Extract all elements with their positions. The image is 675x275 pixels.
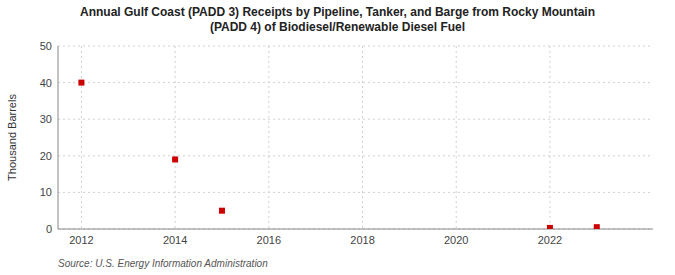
x-tick-label: 2014 <box>163 234 187 246</box>
y-tick-label: 40 <box>40 77 52 89</box>
x-tick-label: 2020 <box>444 234 468 246</box>
point <box>78 80 84 86</box>
y-tick-label: 30 <box>40 113 52 125</box>
y-grid-line <box>58 229 653 230</box>
x-tick-label: 2016 <box>257 234 281 246</box>
chart-svg: Annual Gulf Coast (PADD 3) Receipts by P… <box>0 0 675 275</box>
x-axis-line <box>58 229 653 230</box>
points <box>78 80 599 229</box>
grid <box>58 46 653 229</box>
title-line: (PADD 4) of Biodiesel/Renewable Diesel F… <box>210 20 465 34</box>
y-tick-label: 20 <box>40 150 52 162</box>
y-grid-line <box>58 155 653 156</box>
x-grid-line <box>362 46 363 229</box>
point <box>547 225 553 229</box>
x-grid-line <box>175 46 176 229</box>
point <box>594 224 600 229</box>
point <box>219 208 225 214</box>
source: Source: U.S. Energy Information Administ… <box>58 258 268 269</box>
y-grid-line <box>58 119 653 120</box>
y-axis-label: Thousand Barrels <box>6 94 18 181</box>
y-grid-line <box>58 192 653 193</box>
chart-container: Annual Gulf Coast (PADD 3) Receipts by P… <box>0 0 675 275</box>
y-axis-line <box>58 46 59 229</box>
y-tick-label: 50 <box>40 40 52 52</box>
y-grid-line <box>58 46 653 47</box>
y-tick-label: 10 <box>40 186 52 198</box>
y-grid-line <box>58 82 653 83</box>
y-tick-label: 0 <box>46 223 52 235</box>
x-grid-line <box>268 46 269 229</box>
x-tick-label: 2022 <box>538 234 562 246</box>
x-tick-label: 2018 <box>350 234 374 246</box>
point <box>172 156 178 162</box>
x-grid-line <box>549 46 550 229</box>
title: Annual Gulf Coast (PADD 3) Receipts by P… <box>80 5 595 34</box>
x-tick-label: 2012 <box>69 234 93 246</box>
title-line: Annual Gulf Coast (PADD 3) Receipts by P… <box>80 5 595 19</box>
x-grid-line <box>81 46 82 229</box>
x-grid-line <box>456 46 457 229</box>
